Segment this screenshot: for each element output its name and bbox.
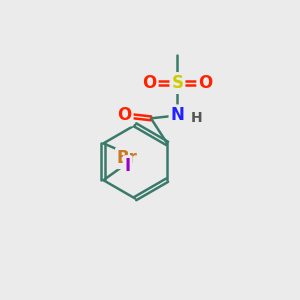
Text: N: N	[170, 106, 184, 124]
Text: O: O	[142, 74, 157, 92]
Text: I: I	[124, 157, 131, 175]
Text: S: S	[172, 74, 184, 92]
Text: O: O	[117, 106, 132, 124]
Text: H: H	[191, 111, 202, 125]
Text: O: O	[198, 74, 213, 92]
Text: Br: Br	[117, 149, 138, 167]
